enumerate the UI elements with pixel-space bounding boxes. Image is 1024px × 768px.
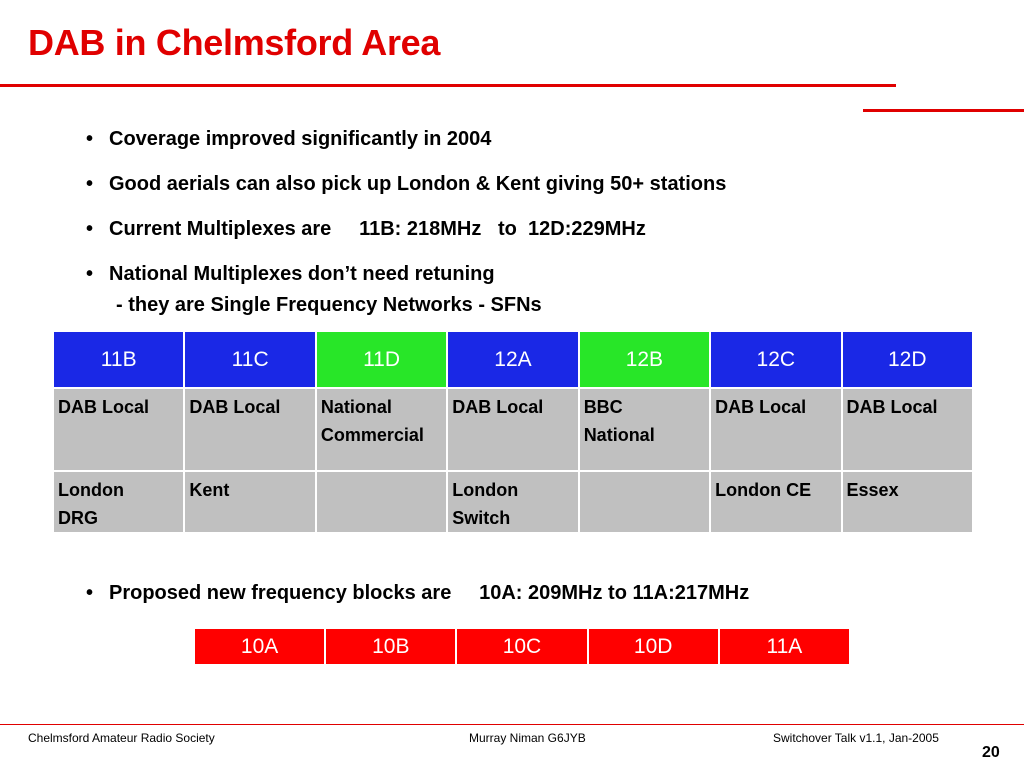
multiplex-area-cell — [577, 470, 712, 534]
bullet-subtext: - they are Single Frequency Networks - S… — [116, 294, 542, 316]
bullet-text: Good aerials can also pick up London & K… — [109, 173, 727, 195]
page-number: 20 — [982, 744, 1000, 761]
footer-divider — [0, 724, 1024, 725]
bullet-dot: • — [86, 173, 94, 195]
multiplex-area-cell: London Switch — [446, 470, 580, 534]
multiplex-table: 11B 11C 11D 12A 12B 12C 12D DAB Local DA… — [51, 330, 975, 534]
bullet-text: National Multiplexes don’t need retuning — [109, 263, 495, 285]
multiplex-type-cell: DAB Local — [446, 387, 580, 472]
multiplex-area-cell: Essex — [840, 470, 975, 534]
proposed-block-cell: 10D — [586, 627, 720, 666]
bullet-item: • Current Multiplexes are 11B: 218MHz to … — [86, 218, 646, 241]
proposed-block-cell: 10A — [192, 627, 327, 666]
bullet-dot: • — [86, 582, 94, 604]
title-underline — [0, 84, 896, 87]
multiplex-header-row: 11B 11C 11D 12A 12B 12C 12D — [51, 330, 975, 389]
bullet-item: • National Multiplexes don’t need retunin… — [86, 263, 495, 286]
multiplex-area-cell: London DRG — [51, 470, 186, 534]
multiplex-type-cell: BBC National — [577, 387, 712, 472]
bullet-item: • Proposed new frequency blocks are 10A: … — [86, 582, 749, 605]
proposed-block-cell: 10B — [324, 627, 458, 666]
footer-left: Chelmsford Amateur Radio Society — [28, 731, 215, 745]
multiplex-header-cell: 11D — [314, 330, 449, 389]
slide-title: DAB in Chelmsford Area — [28, 22, 441, 63]
bullet-text: Coverage improved significantly in 2004 — [109, 128, 492, 150]
multiplex-header-cell: 12A — [446, 330, 580, 389]
table-row: London DRG Kent London Switch London CE Es… — [51, 470, 975, 534]
proposed-blocks-table: 10A 10B 10C 10D 11A — [192, 627, 852, 666]
bullet-text: Proposed new frequency blocks are 10A: 2… — [109, 582, 750, 604]
bullet-item: • Coverage improved significantly in 2004 — [86, 128, 491, 151]
multiplex-header-cell: 11B — [51, 330, 186, 389]
bullet-dot: • — [86, 128, 94, 150]
footer-center: Murray Niman G6JYB — [469, 731, 586, 745]
multiplex-type-cell: DAB Local — [840, 387, 975, 472]
multiplex-header-cell: 12D — [840, 330, 975, 389]
proposed-block-cell: 10C — [455, 627, 589, 666]
multiplex-type-cell: National Commercial — [314, 387, 449, 472]
multiplex-type-cell: DAB Local — [51, 387, 186, 472]
bullet-text: Current Multiplexes are 11B: 218MHz to 1… — [109, 218, 646, 240]
multiplex-area-cell: Kent — [183, 470, 317, 534]
multiplex-header-cell: 12B — [577, 330, 712, 389]
multiplex-type-cell: DAB Local — [709, 387, 843, 472]
bullet-dot: • — [86, 218, 94, 240]
bullet-dot: • — [86, 263, 94, 285]
proposed-block-cell: 11A — [717, 627, 852, 666]
bullet-item: • Good aerials can also pick up London & … — [86, 173, 726, 196]
proposed-header-row: 10A 10B 10C 10D 11A — [192, 627, 852, 666]
title-underline-accent — [863, 109, 1024, 112]
table-row: DAB Local DAB Local National Commercial D… — [51, 387, 975, 472]
multiplex-header-cell: 11C — [183, 330, 317, 389]
multiplex-header-cell: 12C — [709, 330, 843, 389]
multiplex-area-cell: London CE — [709, 470, 843, 534]
multiplex-area-cell — [314, 470, 449, 534]
multiplex-type-cell: DAB Local — [183, 387, 317, 472]
footer-right: Switchover Talk v1.1, Jan-2005 — [773, 731, 939, 745]
